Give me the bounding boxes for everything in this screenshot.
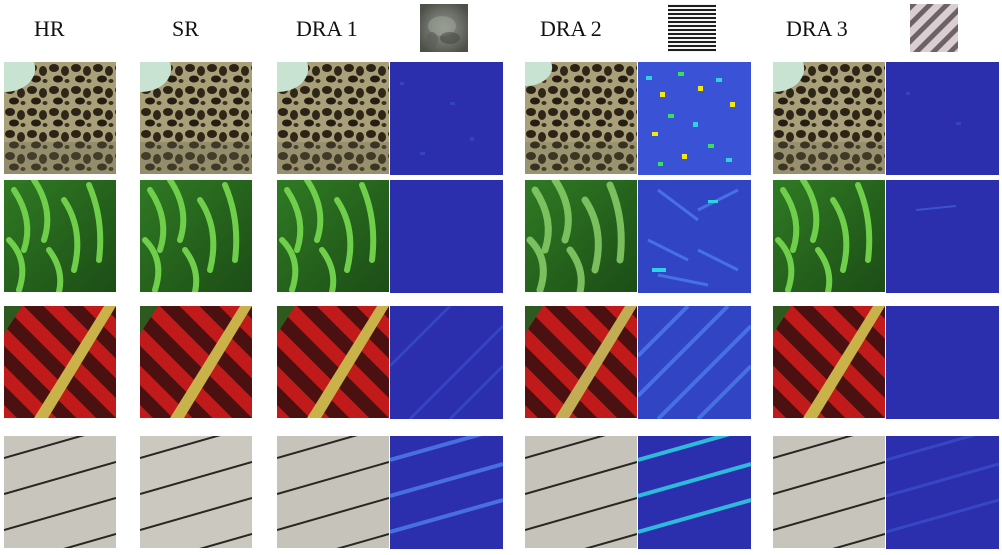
horizontal-stripes-kernel [668,4,716,52]
planks-dra3-output [773,436,885,548]
leopard-dra2-output [525,62,637,174]
leaves-hr-image [4,180,116,292]
leaves-dra1-output [277,180,389,292]
planks-dra2-error-map [638,436,751,549]
column-header-dra2: DRA 2 [540,16,602,41]
column-header-hr: HR [34,16,65,41]
planks-dra2-output [525,436,637,548]
planks-dra3-error-map [886,436,999,549]
planks-sr-image [140,436,252,548]
leopard-dra3-error-map [886,62,999,175]
leaves-sr-image [140,180,252,292]
planks-dra1-error-map [390,436,503,549]
bars-sr-image [140,306,252,418]
leaves-dra3-error-map [886,180,999,293]
bars-dra1-output [277,306,389,418]
leopard-dra3-output [773,62,885,174]
leaves-dra2-error-map [638,180,751,293]
bars-dra2-error-map [638,306,751,419]
bars-dra2-output [525,306,637,418]
leaves-dra3-output [773,180,885,292]
leaves-dra2-output [525,180,637,292]
column-header-dra3: DRA 3 [786,16,848,41]
bars-hr-image [4,306,116,418]
diagonal-stripes-kernel [910,4,958,52]
planks-hr-image [4,436,116,548]
bars-dra1-error-map [390,306,503,419]
leopard-sr-image [140,62,252,174]
bars-dra3-error-map [886,306,999,419]
leopard-dra2-error-map [638,62,751,175]
leopard-dra1-output [277,62,389,174]
leaves-dra1-error-map [390,180,503,293]
column-header-dra1: DRA 1 [296,16,358,41]
blurred-gray-texture-kernel [420,4,468,52]
leopard-dra1-error-map [390,62,503,175]
planks-dra1-output [277,436,389,548]
column-header-sr: SR [172,16,199,41]
leopard-hr-image [4,62,116,174]
bars-dra3-output [773,306,885,418]
